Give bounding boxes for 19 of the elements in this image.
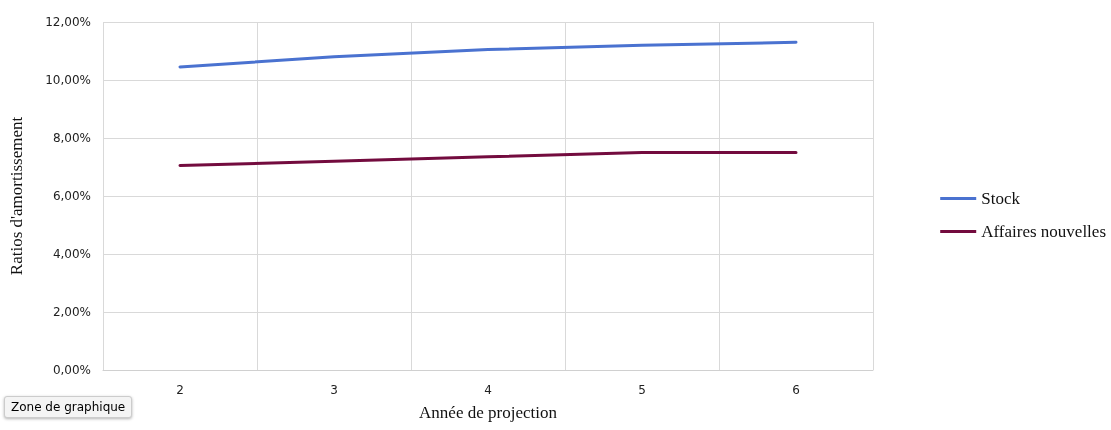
line-series (178, 151, 798, 168)
y-tick-label: 0,00% (52, 363, 91, 377)
y-tick-label: 8,00% (52, 131, 91, 145)
y-tick-label: 10,00% (45, 73, 91, 87)
y-tick-label: 12,00% (45, 15, 91, 29)
x-axis-title: Année de projection (419, 403, 558, 422)
legend-label: Affaires nouvelles (981, 222, 1107, 241)
text: Zone de graphique (4, 396, 133, 418)
y-tick-label: 6,00% (52, 189, 91, 203)
x-tick-label: 5 (638, 383, 646, 397)
y-tick-label: 4,00% (52, 247, 91, 261)
legend-label: Stock (981, 189, 1021, 208)
x-tick-label: 2 (176, 383, 184, 397)
y-axis-title: Ratios d'amortissement (7, 116, 26, 276)
x-tick-label: 3 (330, 383, 338, 397)
y-tick-label: 2,00% (52, 305, 91, 319)
line-series (178, 40, 798, 69)
x-tick-label: 4 (484, 383, 492, 397)
x-tick-label: 6 (792, 383, 800, 397)
